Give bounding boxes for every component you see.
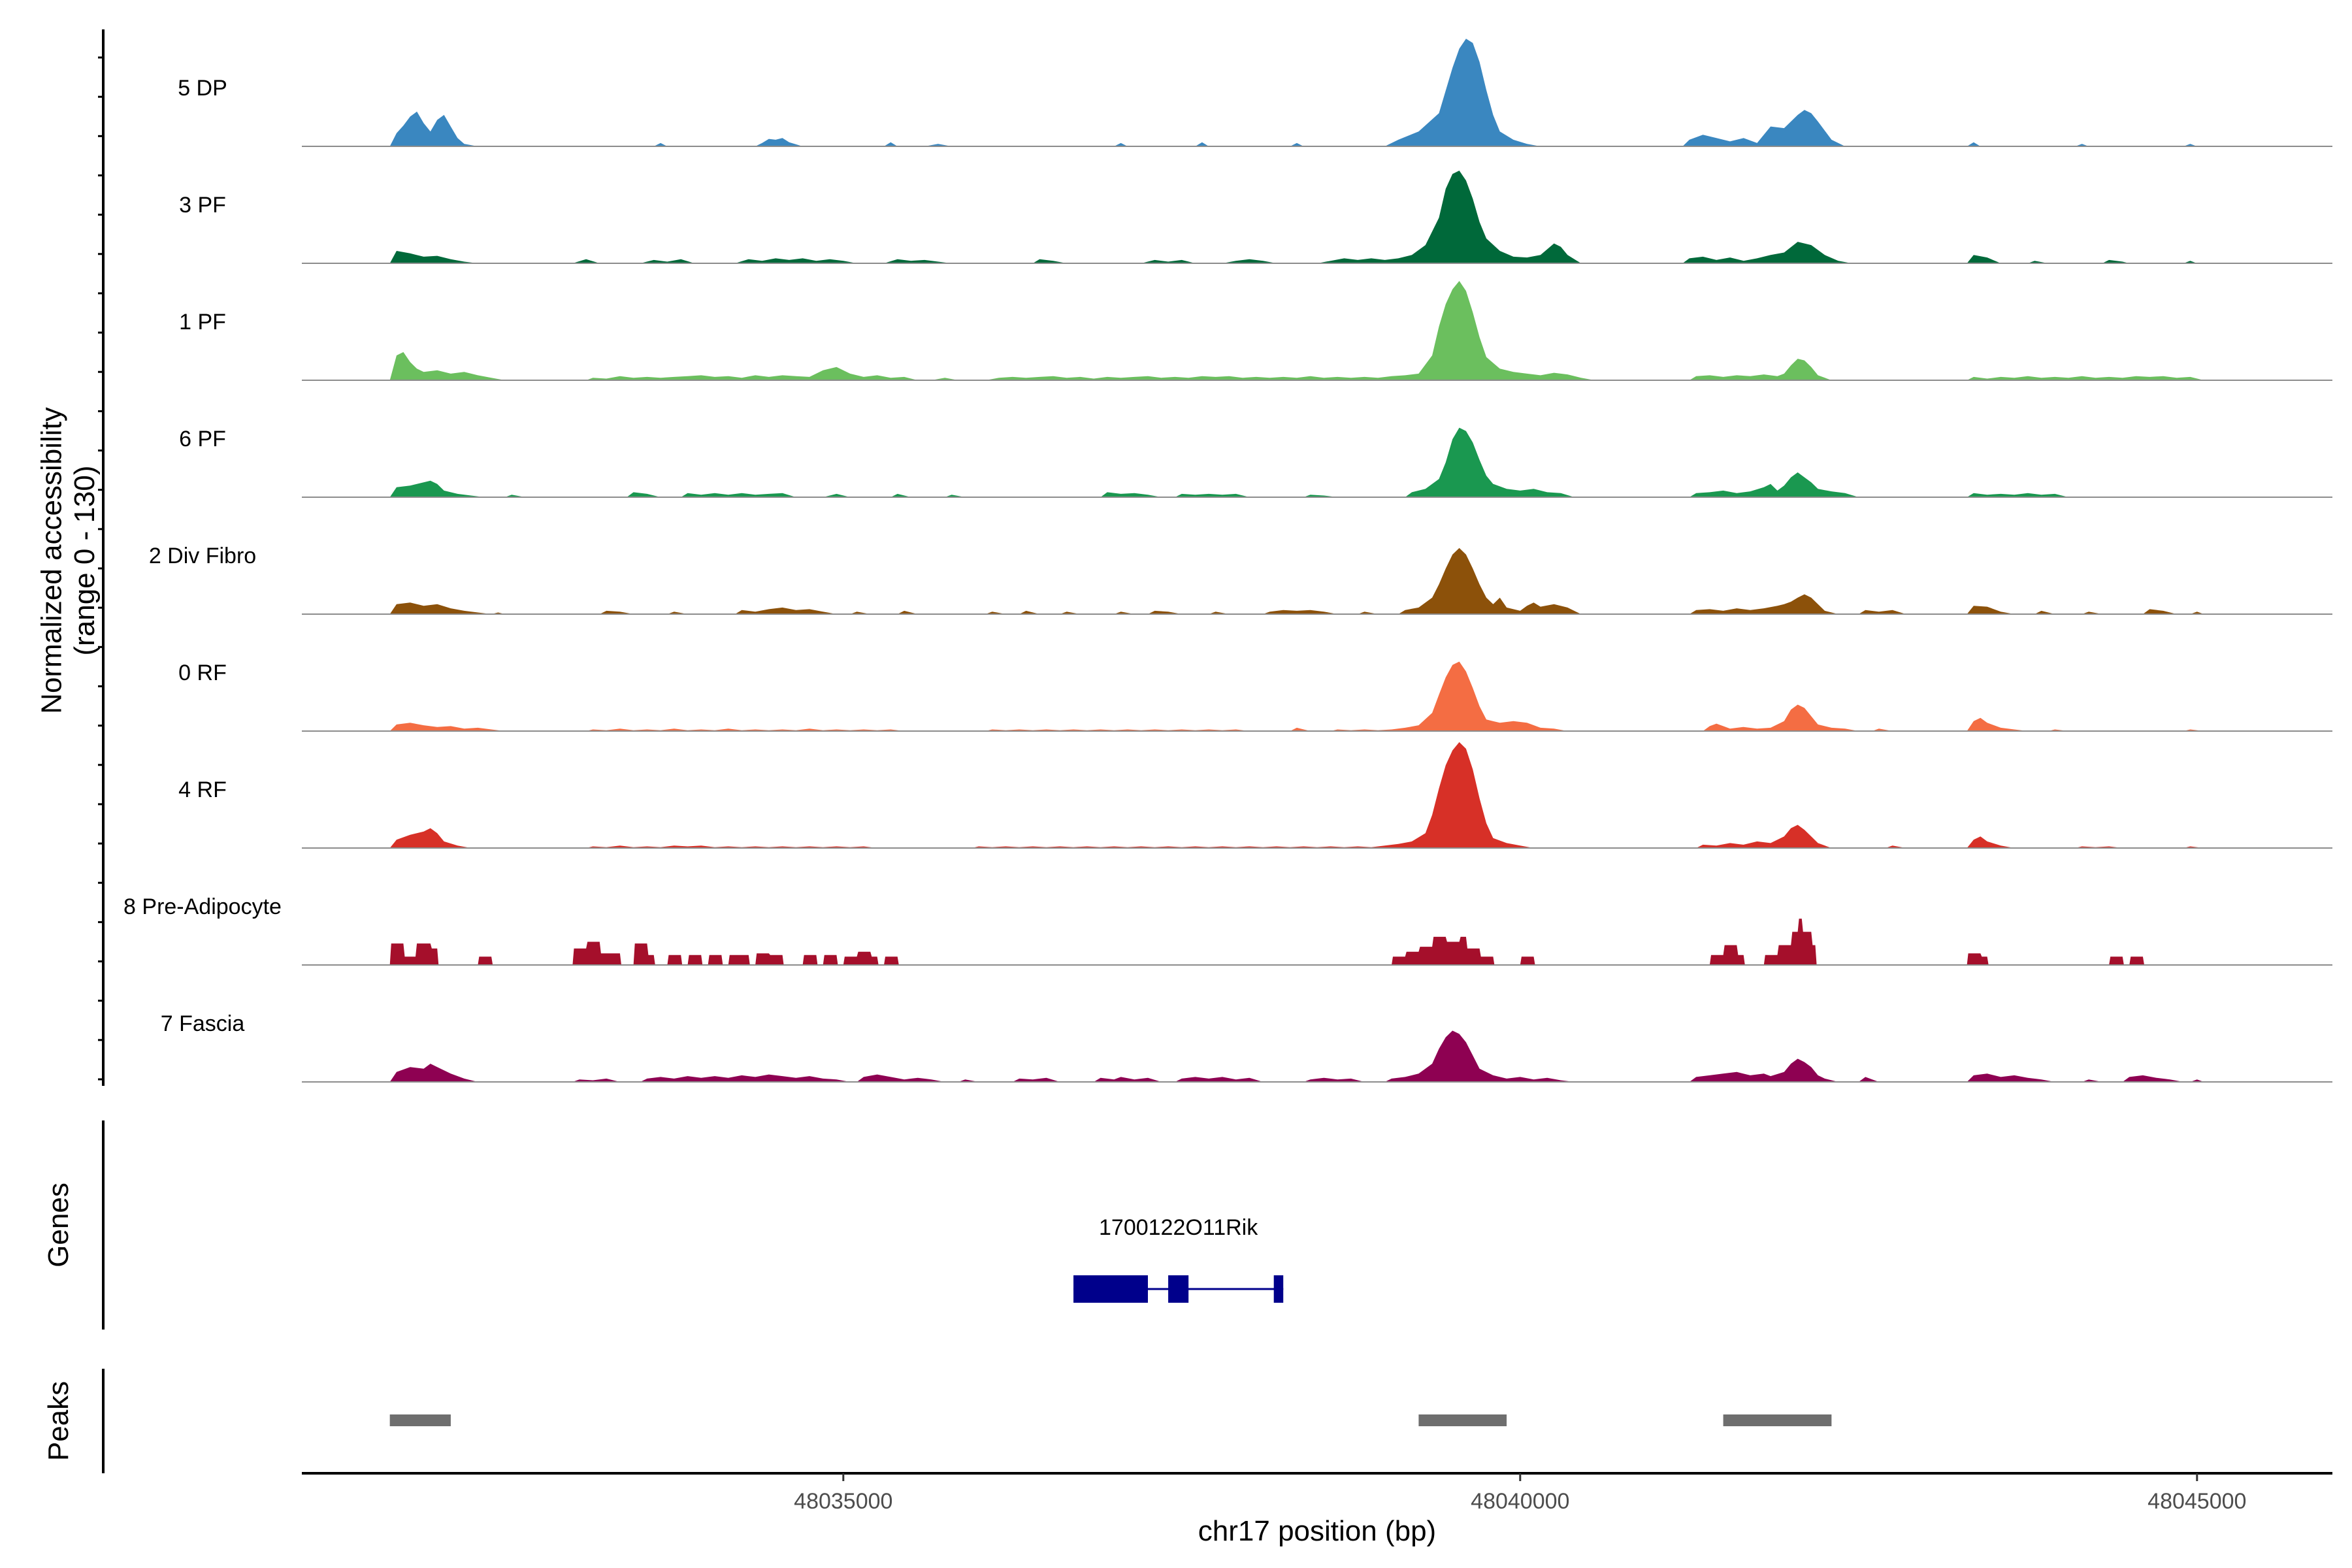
x-axis: 48035000 48040000 48045000 [302, 1472, 2332, 1514]
peaks-title: Peaks [42, 1381, 74, 1461]
x-tick-label: 48045000 [2148, 1489, 2246, 1514]
track: 3 PF [179, 171, 2332, 264]
peak-region [1418, 1414, 1507, 1426]
track-label: 7 Fascia [161, 1011, 245, 1036]
peaks-panel: Peaks [42, 1369, 1832, 1473]
track: 0 RF [178, 661, 2332, 732]
track: 4 RF [178, 742, 2332, 849]
track-label: 8 Pre-Adipocyte [123, 894, 282, 919]
gene-exon [1073, 1275, 1148, 1303]
y-axis-title: Normalized accessibility(range 0 - 130) [36, 407, 101, 713]
peak-region [1723, 1414, 1832, 1426]
peak-region [389, 1414, 451, 1426]
track-label: 4 RF [178, 777, 227, 802]
track-label: 0 RF [178, 661, 227, 685]
gene-exon [1168, 1275, 1189, 1303]
track: 8 Pre-Adipocyte [123, 894, 2332, 966]
x-axis-title: chr17 position (bp) [1198, 1515, 1436, 1547]
track: 5 DP [178, 39, 2332, 147]
y-axis-title-line: Normalized accessibility [36, 407, 68, 713]
track: 1 PF [179, 281, 2332, 381]
track-label: 3 PF [179, 193, 226, 218]
x-tick-label: 48040000 [1471, 1489, 1569, 1514]
y-axis [98, 29, 105, 1086]
genes-title: Genes [42, 1183, 74, 1267]
y-axis-title-line: (range 0 - 130) [69, 465, 101, 655]
track-label: 2 Div Fibro [149, 544, 256, 568]
track-area [389, 919, 2145, 965]
track: 6 PF [179, 427, 2332, 498]
x-tick-label: 48035000 [794, 1489, 892, 1514]
track: 2 Div Fibro [149, 544, 2332, 615]
track: 7 Fascia [161, 1011, 2332, 1083]
gene-exon [1273, 1275, 1284, 1303]
track-label: 6 PF [179, 427, 226, 451]
genes-panel: Genes 1700122O11Rik [42, 1120, 1284, 1330]
track-label: 1 PF [179, 310, 226, 335]
gene-name-label: 1700122O11Rik [1099, 1215, 1258, 1240]
track-label: 5 DP [178, 76, 227, 101]
coverage-tracks: 5 DP 3 PF 1 PF 6 PF 2 Div Fibro 0 RF 4 RF 8 Pre… [123, 39, 2332, 1083]
